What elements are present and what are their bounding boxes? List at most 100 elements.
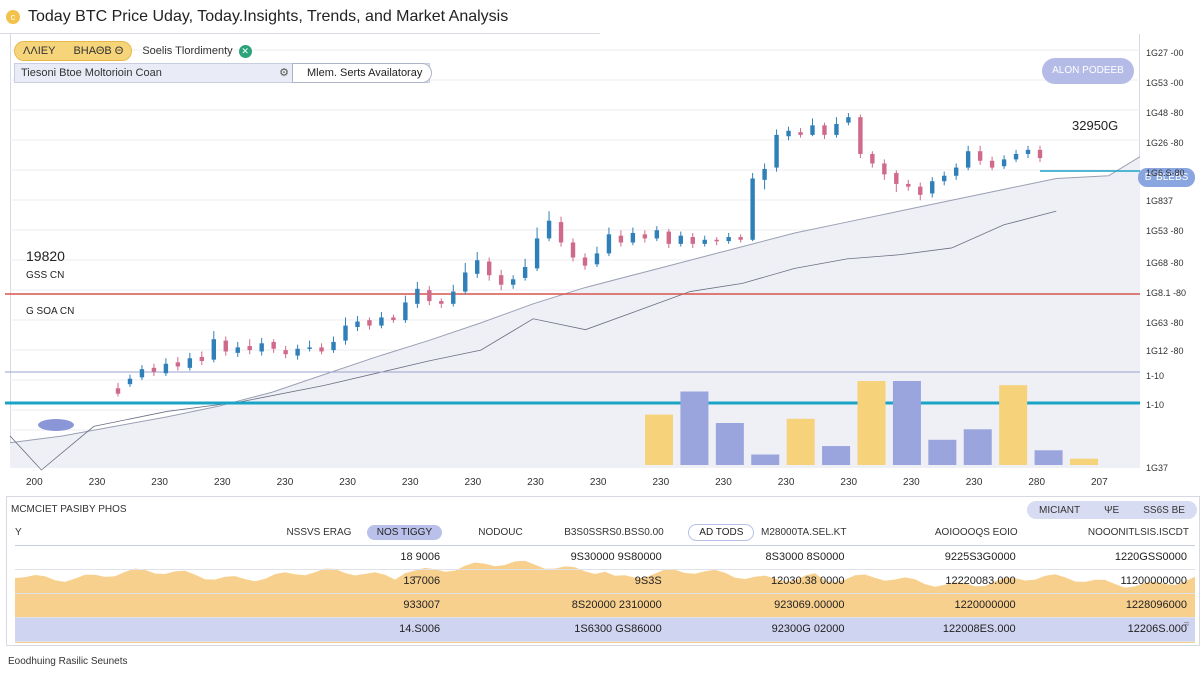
symbol-pill[interactable]: ΛΛΙΕΥ ΒΗΑΘΒ Θ (14, 41, 133, 61)
table-cell: 8S20000 2310000 (528, 593, 670, 618)
y-tick-label: 1G12 -80 (1146, 346, 1184, 356)
x-tick-label: 230 (151, 477, 168, 488)
volume-bar (1070, 458, 1098, 465)
candle-body (822, 125, 827, 135)
table-row[interactable]: 18 9006 9S30000 9S80000 8S3000 8S0000 9225S… (15, 545, 1195, 570)
candle-body (211, 339, 216, 360)
marker-ellipse (38, 419, 74, 431)
title-bar: c Today BTC Price Uday, Today.Insights, … (0, 0, 600, 34)
candle-body (367, 320, 372, 326)
candle-body (918, 186, 923, 195)
volume-bar (786, 418, 815, 465)
table-row[interactable]: 13̄7006 9S3S 12030.38 0000 12220083.000 1120… (15, 569, 1195, 594)
table-cell: 11200000000 (1023, 569, 1195, 594)
x-tick-label: 230 (401, 477, 419, 488)
x-tick-label: 200 (26, 477, 43, 488)
tab-ye[interactable]: ΨΕ (1104, 504, 1120, 516)
search-row[interactable]: Tiesoni Btoe Moltorioin Coan ⚙ Mlem. Ser… (14, 63, 432, 83)
col-header: M28000TA.SEL.KT (760, 521, 853, 546)
table-cell: 1228096000 (1023, 593, 1195, 618)
price-tag: 32950G (1072, 118, 1119, 133)
table-cell (448, 617, 529, 642)
align-button[interactable]: ALON PODEEB (1042, 58, 1134, 84)
candle-body (977, 151, 983, 161)
col-header[interactable]: NOS TIGGY (357, 521, 449, 546)
table-cell: 18 9006 (357, 545, 449, 570)
candle-body (630, 232, 636, 243)
table-cell (35, 617, 358, 642)
candle-body (726, 237, 731, 242)
candle-body (894, 173, 899, 184)
table-cell (15, 617, 36, 642)
candle-body (798, 132, 803, 135)
candle-body (654, 230, 660, 239)
col-chevron[interactable]: Y (15, 521, 36, 546)
volume-bar (645, 414, 673, 465)
col-header: AOIOOOQS EOIO (852, 521, 1024, 546)
table-cell: 12220083.000 (852, 569, 1024, 594)
x-tick-label: 230 (276, 477, 294, 488)
candle-body (762, 168, 767, 180)
candle-body (486, 261, 492, 276)
x-tick-label: 230 (464, 477, 482, 488)
candle-body (1013, 153, 1019, 160)
candle-body (690, 237, 695, 244)
candle-body (953, 167, 959, 176)
page-title: Today BTC Price Uday, Today.Insights, Tr… (28, 7, 509, 25)
gear-icon[interactable]: ⚙ (279, 67, 289, 79)
candle-body (151, 367, 157, 372)
left-sub-label-2: G SOA CN (26, 306, 75, 317)
footer-text: Eoodhuing Rasilic Seunets (8, 656, 128, 667)
close-icon[interactable]: ✕ (238, 44, 252, 58)
x-tick-label: 207 (1091, 477, 1108, 488)
candle-body (139, 369, 145, 378)
candle-body (223, 340, 228, 352)
col-header: B3S0SSRS0.BSS0.00 (528, 521, 670, 546)
tab-ss6s[interactable]: SS6S ΒΕ (1143, 504, 1185, 516)
col-header: NODOUC (448, 521, 529, 546)
scroll-icon[interactable]: ≈ (1184, 619, 1190, 630)
candle-body (810, 125, 815, 135)
candle-body (870, 153, 875, 164)
y-tick-label: 1G53 -80 (1146, 226, 1184, 236)
x-tick-label: 230 (652, 477, 670, 488)
table-cell (448, 593, 529, 618)
tab-micant[interactable]: MICIANT (1039, 504, 1081, 516)
candle-body (678, 235, 683, 244)
candle-body (642, 234, 648, 239)
table-cell: 12206S.000 (1023, 617, 1195, 642)
candle-body (403, 302, 408, 321)
candle-body (259, 343, 264, 352)
candle-body (115, 388, 121, 394)
area-line (9, 156, 1141, 444)
col-header: NOOONITLSIS.ISCDT (1023, 521, 1195, 546)
table-cell: 8S3000 8S0000 (760, 545, 853, 570)
left-sub-label-1: GSS CN (26, 270, 65, 281)
table-cell: 92300G 02000 (760, 617, 853, 642)
y-tick-label: 1G6.S-80 (1146, 168, 1185, 178)
table-cell: 12030.38 0000 (760, 569, 853, 594)
volume-bar (999, 385, 1028, 465)
table-cell (669, 545, 761, 570)
table-cell: 122008ΕS.000 (852, 617, 1024, 642)
candle-body (594, 253, 600, 265)
trend-line (9, 210, 1057, 471)
panel-title: MCMCIET PASIBY PHOS (11, 504, 127, 515)
candle-body (235, 347, 240, 353)
candle-body (319, 347, 324, 352)
table-row[interactable]: 14.S006 1S6300 GS86000 92300G 02000 122008Ε… (15, 617, 1195, 642)
col-header[interactable]: AD TODS (669, 521, 761, 546)
candle-body (427, 290, 432, 302)
x-tick-label: 230 (339, 477, 356, 488)
candle-body (834, 123, 839, 135)
candle-body (582, 257, 588, 266)
candle-body (558, 222, 564, 243)
candle-body (343, 325, 348, 341)
candle-body (475, 260, 480, 274)
y-tick-label: 1G8.1 -80 (1146, 288, 1187, 298)
table-row[interactable]: 933007 8S20000 2310000 923069.00000 1220000… (15, 593, 1195, 618)
volume-bar (1034, 450, 1063, 465)
candle-body (666, 231, 672, 244)
y-tick-label: 1G837 (1146, 196, 1174, 206)
availability-select[interactable]: Mlem. Serts Availatoray (292, 63, 432, 83)
